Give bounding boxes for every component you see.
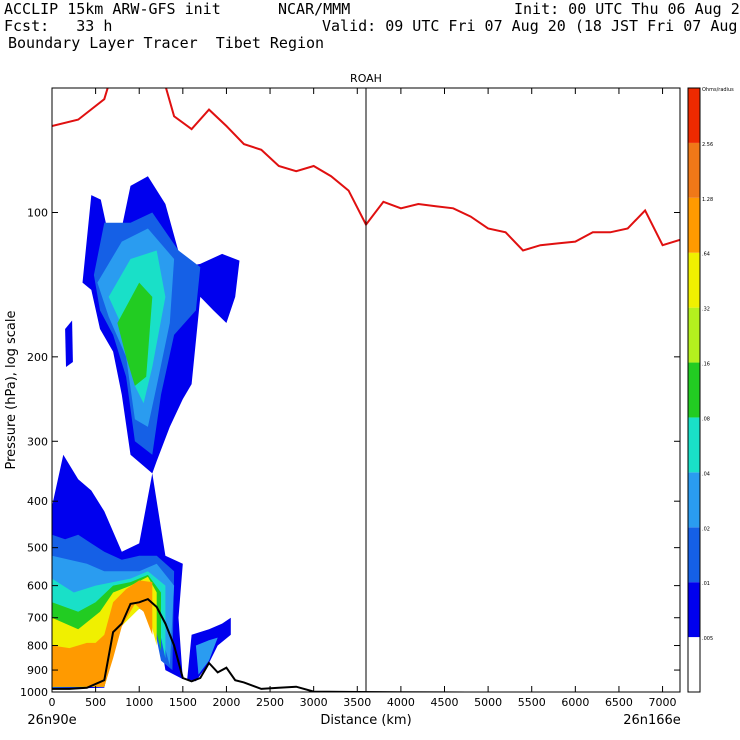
x-tick-label: 4500 — [431, 696, 459, 709]
x-axis-label: Distance (km) — [320, 713, 411, 728]
y-tick-label: 900 — [27, 664, 48, 677]
x-tick-label: 500 — [85, 696, 106, 709]
colorbar: .005 .01 .02 .04 .08 .16 .32 .64 1.28 2.56 Ohms/ra… — [687, 87, 734, 693]
y-tick-label: 600 — [27, 580, 48, 593]
y-tick-label: 200 — [27, 351, 48, 364]
colorbar-swatch — [688, 307, 700, 363]
chart-title: ROAH — [350, 72, 382, 85]
lower-plume-orange — [52, 580, 153, 687]
x-tick-label: 6500 — [605, 696, 633, 709]
colorbar-label: 2.56 — [702, 142, 713, 148]
x-tick-label: 0 — [49, 696, 56, 709]
colorbar-label: .16 — [702, 362, 710, 368]
colorbar-label: .02 — [702, 526, 710, 532]
y-tick-label: 100 — [27, 206, 48, 219]
y-tick-label: 800 — [27, 640, 48, 653]
colorbar-swatch — [688, 527, 700, 583]
colorbar-swatch — [688, 252, 700, 308]
x-start-label: 26n90e — [27, 713, 76, 728]
colorbar-label: .005 — [702, 636, 713, 642]
x-tick-label: 5000 — [474, 696, 502, 709]
x-tick-label: 3000 — [300, 696, 328, 709]
x-tick-label: 6000 — [561, 696, 589, 709]
terrain-line — [52, 597, 576, 692]
colorbar-swatch — [688, 472, 700, 528]
colorbar-label: .64 — [702, 252, 710, 258]
colorbar-label: 1.28 — [702, 197, 713, 203]
upper-plume-green — [117, 282, 153, 386]
colorbar-label: .08 — [702, 416, 710, 422]
x-tick-label: 3500 — [343, 696, 371, 709]
y-tick-label: 500 — [27, 542, 48, 555]
x-tick-label: 5500 — [518, 696, 546, 709]
y-tick-label: 400 — [27, 495, 48, 508]
colorbar-swatch — [688, 142, 700, 198]
colorbar-label: .04 — [702, 471, 710, 477]
x-tick-label: 2500 — [256, 696, 284, 709]
colorbar-frame — [687, 87, 701, 693]
y-tick-label: 1000 — [20, 686, 48, 699]
x-tick-label: 1500 — [169, 696, 197, 709]
header-line1-mid: NCAR/MMM — [278, 0, 351, 18]
x-tick-label: 1000 — [125, 696, 153, 709]
y-tick-label: 700 — [27, 612, 48, 625]
y-tick-label: 300 — [27, 435, 48, 448]
x-tick-label: 4000 — [387, 696, 415, 709]
colorbar-swatch — [688, 197, 700, 253]
x-end-label: 26n166e — [623, 713, 681, 728]
colorbar-label: .01 — [702, 581, 710, 587]
east-light-patch — [195, 637, 218, 675]
x-tick-label: 7000 — [649, 696, 677, 709]
header-line2-right: Valid: 09 UTC Fri 07 Aug 20 (18 JST Fri … — [322, 17, 740, 35]
colorbar-swatch — [688, 362, 700, 418]
header-line2-left: Fcst: 33 h — [4, 17, 113, 35]
tracer-contours — [52, 176, 240, 689]
colorbar-swatch — [688, 637, 700, 692]
header-line3-left: Boundary Layer Tracer Tibet Region — [8, 34, 325, 52]
header-line1-right: Init: 00 UTC Thu 06 Aug 20 — [514, 0, 740, 18]
colorbar-swatch — [688, 582, 700, 638]
y-axis-label: Pressure (hPa), log scale — [4, 311, 19, 470]
colorbar-label: Ohms/radius — [702, 87, 734, 93]
x-tick-label: 2000 — [212, 696, 240, 709]
colorbar-swatch — [688, 88, 700, 143]
small-blue-patch — [65, 320, 73, 367]
tropopause-line — [52, 88, 680, 252]
colorbar-label: .32 — [702, 307, 710, 313]
colorbar-swatch — [688, 417, 700, 473]
header-line1-left: ACCLIP 15km ARW-GFS init — [4, 0, 221, 18]
